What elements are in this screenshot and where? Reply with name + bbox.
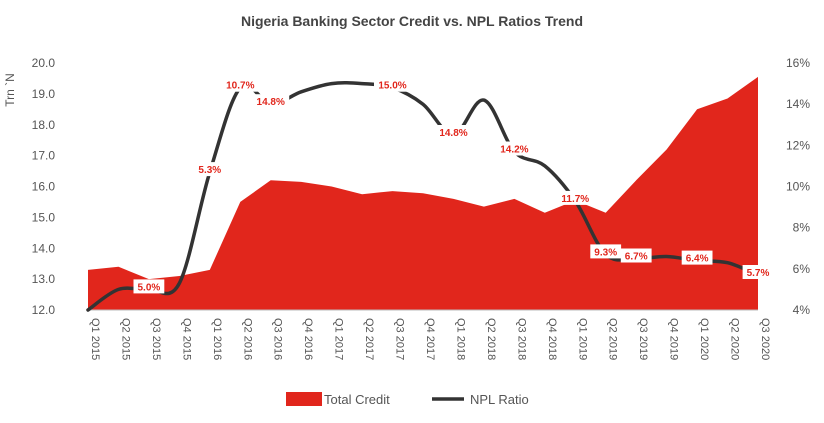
y2-tick-label: 12% xyxy=(786,138,810,152)
x-tick-label: Q4 2019 xyxy=(668,318,680,360)
y-tick-label: 20.0 xyxy=(32,56,56,70)
npl-data-label-box xyxy=(590,244,622,259)
y-axis-label: Trn `N xyxy=(3,73,17,107)
x-tick-label: Q1 2018 xyxy=(455,318,467,360)
npl-data-label-box xyxy=(133,279,165,294)
y-tick-label: 16.0 xyxy=(32,180,56,194)
y-tick-label: 18.0 xyxy=(32,118,56,132)
npl-data-label: 14.8% xyxy=(435,125,472,139)
npl-data-label: 14.2% xyxy=(495,141,533,156)
x-tick-label: Q2 2018 xyxy=(485,318,497,360)
npl-data-label: 5.0% xyxy=(133,279,165,294)
x-tick-label: Q4 2017 xyxy=(424,318,436,360)
npl-data-label: 6.7% xyxy=(620,248,652,263)
npl-data-label-text: 6.7% xyxy=(625,252,648,263)
npl-data-label: 14.8% xyxy=(252,94,290,109)
y-tick-label: 19.0 xyxy=(32,87,56,101)
legend-total-credit-label: Total Credit xyxy=(324,392,390,407)
series-total-credit-area xyxy=(88,76,758,311)
x-tick-label: Q2 2020 xyxy=(729,318,741,360)
y-tick-label: 13.0 xyxy=(32,272,56,286)
x-tick-label: Q3 2019 xyxy=(637,318,649,360)
y2-tick-label: 4% xyxy=(793,303,811,317)
y2-tick-label: 8% xyxy=(793,221,811,235)
npl-data-label-text: 5.0% xyxy=(138,282,161,293)
chart-title: Nigeria Banking Sector Credit vs. NPL Ra… xyxy=(241,13,583,29)
npl-data-label: 6.4% xyxy=(681,250,713,265)
npl-data-label-text: 10.7% xyxy=(226,81,254,92)
x-tick-label: Q2 2017 xyxy=(363,318,375,360)
npl-data-label: 5.7% xyxy=(742,265,774,279)
legend-npl-ratio-label: NPL Ratio xyxy=(470,392,529,407)
npl-data-label-box xyxy=(681,250,713,265)
y2-tick-label: 10% xyxy=(786,180,810,194)
y2-tick-label: 14% xyxy=(786,97,810,111)
x-tick-label: Q2 2015 xyxy=(120,318,132,360)
npl-data-label-box xyxy=(435,125,472,139)
y-tick-label: 12.0 xyxy=(32,303,56,317)
x-tick-label: Q1 2019 xyxy=(576,318,588,360)
x-tick-label: Q4 2015 xyxy=(180,318,192,360)
npl-data-label-text: 6.4% xyxy=(686,254,709,265)
y-tick-label: 15.0 xyxy=(32,210,56,224)
npl-data-label: 10.7% xyxy=(221,77,259,92)
x-tick-label: Q2 2019 xyxy=(607,318,619,360)
x-tick-label: Q3 2020 xyxy=(759,318,771,360)
npl-data-label-box xyxy=(742,265,774,279)
npl-data-label-text: 15.0% xyxy=(378,81,406,92)
x-tick-label: Q4 2018 xyxy=(546,318,558,360)
npl-data-label-text: 9.3% xyxy=(594,247,617,258)
x-tick-label: Q1 2016 xyxy=(211,318,223,360)
npl-data-label-box xyxy=(221,77,259,92)
npl-data-label-box xyxy=(374,77,411,92)
y-tick-label: 17.0 xyxy=(32,149,56,163)
npl-data-label-text: 14.8% xyxy=(257,97,285,108)
y2-tick-label: 16% xyxy=(786,56,810,70)
x-tick-label: Q2 2016 xyxy=(241,318,253,360)
x-tick-label: Q4 2016 xyxy=(302,318,314,360)
npl-data-label-box xyxy=(252,94,290,109)
npl-data-label-text: 14.2% xyxy=(500,145,528,156)
legend: Total Credit NPL Ratio xyxy=(286,392,529,407)
x-tick-label: Q3 2016 xyxy=(272,318,284,360)
y-tick-label: 14.0 xyxy=(32,241,56,255)
npl-data-label-text: 5.7% xyxy=(747,268,770,279)
npl-data-label: 5.3% xyxy=(194,162,226,177)
x-tick-label: Q3 2018 xyxy=(515,318,527,360)
x-tick-label: Q3 2015 xyxy=(150,318,162,360)
npl-data-label-text: 14.8% xyxy=(439,128,467,139)
npl-data-label-text: 11.7% xyxy=(561,194,589,205)
npl-data-label-box xyxy=(495,141,533,156)
legend-total-credit-swatch xyxy=(286,392,322,406)
x-tick-label: Q1 2017 xyxy=(333,318,345,360)
npl-data-label: 15.0% xyxy=(374,77,411,92)
npl-data-label-box xyxy=(620,248,652,263)
npl-data-label-box xyxy=(194,162,226,177)
npl-data-label: 9.3% xyxy=(590,244,622,259)
y2-tick-label: 6% xyxy=(793,262,811,276)
x-tick-label: Q1 2020 xyxy=(698,318,710,360)
x-tick-label: Q3 2017 xyxy=(394,318,406,360)
x-tick-label: Q1 2015 xyxy=(89,318,101,360)
plot-area: 12.0 13.0 14.0 15.0 16.0 17.0 18.0 19.0 20.0 4% 6%… xyxy=(32,56,811,360)
npl-data-label-text: 5.3% xyxy=(198,165,221,176)
npl-data-label-box xyxy=(556,190,594,205)
npl-data-label: 11.7% xyxy=(556,190,594,205)
